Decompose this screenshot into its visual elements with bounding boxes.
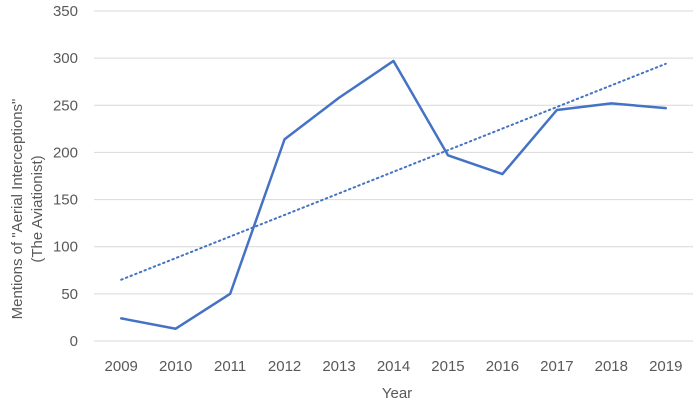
x-tick-label: 2010 (159, 358, 192, 375)
gridlines (94, 10, 693, 342)
x-tick-label: 2019 (649, 358, 682, 375)
axis-titles: Year Mentions of "Aerial Interceptions" … (9, 99, 412, 402)
trendline-layer (120, 62, 667, 281)
y-axis-title-line-2: (The Aviationist) (29, 155, 46, 262)
x-tick-label: 2013 (322, 358, 355, 375)
x-tick-label: 2009 (105, 358, 138, 375)
y-tick-label: 100 (53, 239, 78, 256)
x-tick-label: 2011 (214, 358, 246, 375)
x-tick-label: 2012 (268, 358, 301, 375)
y-tick-label: 350 (53, 3, 78, 20)
series-line (119, 59, 668, 330)
y-tick-label: 50 (61, 286, 78, 303)
x-axis-ticks: 2009 2010 2011 2012 2013 2014 2015 2016 2017 2018… (105, 358, 683, 375)
y-tick-label: 200 (53, 144, 78, 161)
x-tick-label: 2017 (540, 358, 573, 375)
y-tick-label: 250 (53, 97, 78, 114)
x-axis-title: Year (382, 385, 412, 402)
y-tick-label: 150 (53, 192, 78, 209)
linear-trendline (120, 62, 667, 281)
x-tick-label: 2015 (431, 358, 464, 375)
y-tick-label: 300 (53, 50, 78, 67)
y-tick-label: 0 (70, 333, 78, 350)
x-tick-label: 2016 (486, 358, 519, 375)
y-axis-ticks: 0 50 100 150 200 250 300 350 (53, 3, 78, 350)
y-axis-title-line-1: Mentions of "Aerial Interceptions" (9, 99, 26, 320)
x-tick-label: 2018 (595, 358, 628, 375)
x-tick-label: 2014 (377, 358, 410, 375)
series-layer (119, 59, 668, 330)
